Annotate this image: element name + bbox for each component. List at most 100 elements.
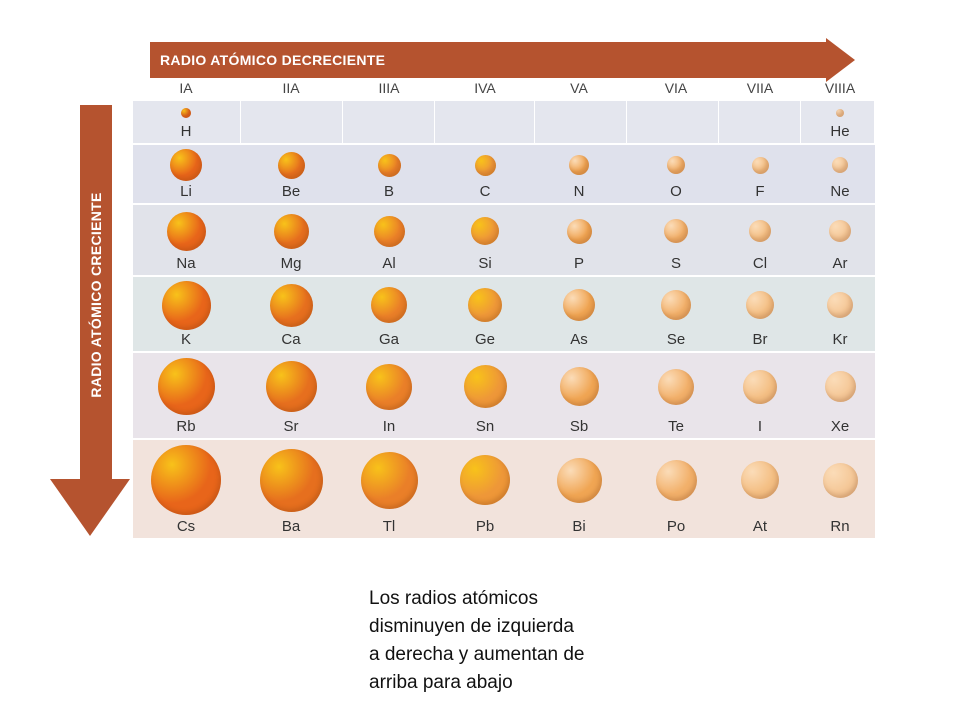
group-label: IVA <box>474 80 496 96</box>
caption: Los radios atómicos disminuyen de izquie… <box>369 585 669 697</box>
period-row: H He <box>133 101 875 143</box>
empty-cell <box>719 101 801 143</box>
caption-line: arriba para abajo <box>369 672 513 693</box>
atom-sphere <box>836 109 844 117</box>
element-symbol: B <box>383 183 394 200</box>
element-cell: Bi <box>535 440 627 538</box>
group-label: IIIA <box>378 80 400 96</box>
element-symbol: K <box>180 331 191 348</box>
element-symbol: C <box>479 183 491 200</box>
element-cell: Po <box>627 440 719 538</box>
element-cell: I <box>719 353 801 438</box>
group-label: VIIA <box>746 80 774 96</box>
atom-sphere <box>277 151 305 179</box>
element-cell: B <box>343 145 435 203</box>
atom-sphere <box>746 291 774 319</box>
element-cell: Sn <box>435 353 535 438</box>
element-symbol: Bi <box>572 518 586 535</box>
element-cell: Br <box>719 277 801 351</box>
atom-sphere <box>741 461 779 499</box>
element-cell: H <box>133 101 241 143</box>
element-cell: Na <box>133 205 241 275</box>
atom-sphere <box>170 149 202 181</box>
atom-sphere <box>827 292 853 318</box>
element-cell: Ba <box>241 440 343 538</box>
atom-sphere <box>273 213 309 249</box>
element-cell: Se <box>627 277 719 351</box>
atom-sphere <box>269 283 313 327</box>
increasing-radius-label: RADIO ATÓMICO CRECIENTE <box>88 192 104 398</box>
element-symbol: Cl <box>752 255 768 272</box>
group-label: IA <box>179 80 193 96</box>
element-symbol: Cs <box>176 518 196 535</box>
atom-sphere <box>667 156 685 174</box>
empty-cell <box>241 101 343 143</box>
element-symbol: Kr <box>832 331 848 348</box>
element-cell: Ge <box>435 277 535 351</box>
element-symbol: S <box>670 255 681 272</box>
atom-sphere <box>366 363 412 410</box>
element-symbol: H <box>180 123 192 140</box>
element-cell: Ca <box>241 277 343 351</box>
element-symbol: Te <box>668 418 684 435</box>
element-symbol: F <box>755 183 765 200</box>
atom-sphere <box>824 371 856 402</box>
empty-cell <box>535 101 627 143</box>
group-header: IA IIA IIIA IVA VA VIA VIIA VIIIA <box>133 80 875 100</box>
period-row: Na Mg Al Si P S Cl Ar <box>133 205 875 275</box>
atom-sphere <box>460 455 510 505</box>
element-cell: At <box>719 440 801 538</box>
element-symbol: Br <box>752 331 768 348</box>
atom-sphere <box>822 462 858 498</box>
atom-sphere <box>259 448 323 512</box>
atom-sphere <box>474 154 496 176</box>
empty-cell <box>627 101 719 143</box>
element-symbol: Ba <box>281 518 301 535</box>
atom-sphere <box>166 211 206 251</box>
element-cell: Li <box>133 145 241 203</box>
period-row: Cs Ba Tl Pb Bi Po At Rn <box>133 440 875 538</box>
element-symbol: N <box>573 183 585 200</box>
element-cell: C <box>435 145 535 203</box>
element-cell: S <box>627 205 719 275</box>
element-cell: Ga <box>343 277 435 351</box>
element-cell: O <box>627 145 719 203</box>
atom-sphere <box>749 220 771 242</box>
atom-sphere <box>832 157 848 173</box>
element-cell: P <box>535 205 627 275</box>
period-row: K Ca Ga Ge As Se Br Kr <box>133 277 875 351</box>
atom-sphere <box>181 108 191 118</box>
atom-sphere <box>563 289 595 321</box>
element-cell: Si <box>435 205 535 275</box>
caption-line: Los radios atómicos <box>369 588 538 609</box>
arrow-right-icon <box>826 38 855 82</box>
empty-cell <box>435 101 535 143</box>
element-symbol: Sr <box>283 418 299 435</box>
element-symbol: Rb <box>176 418 196 435</box>
element-cell: Te <box>627 353 719 438</box>
element-cell: Rb <box>133 353 241 438</box>
element-symbol: Ar <box>832 255 848 272</box>
element-symbol: Mg <box>280 255 302 272</box>
atom-sphere <box>664 219 688 243</box>
atom-sphere <box>373 215 405 247</box>
element-symbol: Pb <box>475 518 495 535</box>
decreasing-radius-label: RADIO ATÓMICO DECRECIENTE <box>160 52 386 68</box>
arrow-down-icon <box>50 479 130 536</box>
atom-sphere <box>658 368 694 405</box>
element-cell: Be <box>241 145 343 203</box>
element-cell: Sb <box>535 353 627 438</box>
element-symbol: Li <box>180 183 192 200</box>
caption-line: disminuyen de izquierda <box>369 616 574 637</box>
element-cell: Tl <box>343 440 435 538</box>
increasing-radius-arrow: RADIO ATÓMICO CRECIENTE <box>48 105 132 537</box>
atom-sphere <box>468 288 502 322</box>
element-symbol: Ne <box>830 183 850 200</box>
element-cell: Rn <box>801 440 875 538</box>
element-symbol: Po <box>666 518 686 535</box>
element-symbol: Rn <box>830 518 850 535</box>
period-row: Rb Sr In Sn Sb Te I Xe <box>133 353 875 438</box>
group-label: VA <box>570 80 588 96</box>
element-cell: N <box>535 145 627 203</box>
element-cell: He <box>801 101 875 143</box>
